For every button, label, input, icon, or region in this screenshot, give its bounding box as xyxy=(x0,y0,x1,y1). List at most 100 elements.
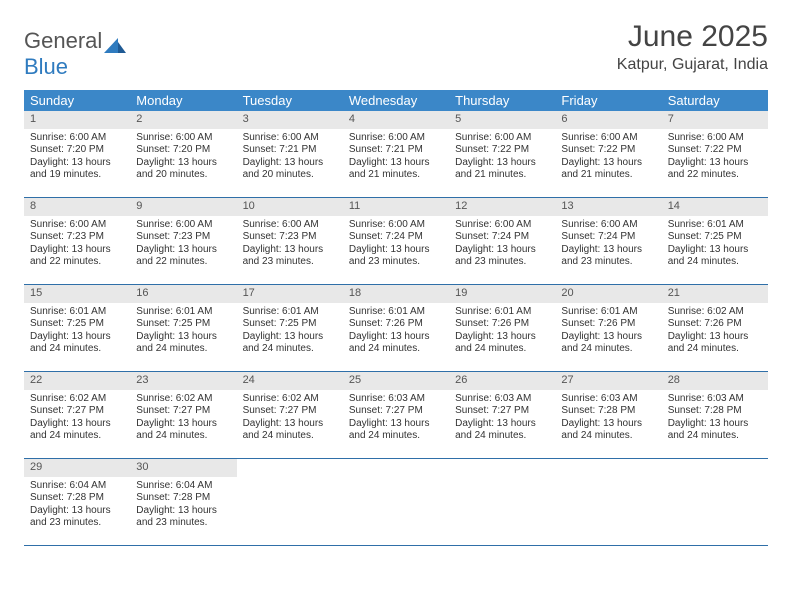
sunrise-line: Sunrise: 6:00 AM xyxy=(136,132,230,145)
day-body: Sunrise: 6:02 AMSunset: 7:26 PMDaylight:… xyxy=(662,303,768,362)
daylight-line: Daylight: 13 hours and 21 minutes. xyxy=(455,157,549,182)
sunset-line: Sunset: 7:24 PM xyxy=(349,231,443,244)
day-number: 29 xyxy=(24,459,130,477)
sunrise-line: Sunrise: 6:01 AM xyxy=(136,306,230,319)
daylight-line: Daylight: 13 hours and 24 minutes. xyxy=(455,418,549,443)
day-cell: 25Sunrise: 6:03 AMSunset: 7:27 PMDayligh… xyxy=(343,372,449,458)
day-number: 24 xyxy=(237,372,343,390)
day-number: 30 xyxy=(130,459,236,477)
daylight-line: Daylight: 13 hours and 21 minutes. xyxy=(349,157,443,182)
day-cell: 27Sunrise: 6:03 AMSunset: 7:28 PMDayligh… xyxy=(555,372,661,458)
daylight-line: Daylight: 13 hours and 24 minutes. xyxy=(136,331,230,356)
daylight-line: Daylight: 13 hours and 24 minutes. xyxy=(668,244,762,269)
day-number xyxy=(662,459,768,477)
daylight-line: Daylight: 13 hours and 20 minutes. xyxy=(136,157,230,182)
day-number: 20 xyxy=(555,285,661,303)
day-body: Sunrise: 6:01 AMSunset: 7:26 PMDaylight:… xyxy=(343,303,449,362)
sunset-line: Sunset: 7:28 PM xyxy=(30,492,124,505)
day-body: Sunrise: 6:02 AMSunset: 7:27 PMDaylight:… xyxy=(130,390,236,449)
sunset-line: Sunset: 7:23 PM xyxy=(136,231,230,244)
day-body: Sunrise: 6:01 AMSunset: 7:25 PMDaylight:… xyxy=(130,303,236,362)
sunrise-line: Sunrise: 6:01 AM xyxy=(668,219,762,232)
sunrise-line: Sunrise: 6:02 AM xyxy=(243,393,337,406)
sunset-line: Sunset: 7:25 PM xyxy=(136,318,230,331)
sunset-line: Sunset: 7:28 PM xyxy=(561,405,655,418)
day-body: Sunrise: 6:00 AMSunset: 7:21 PMDaylight:… xyxy=(343,129,449,188)
sunrise-line: Sunrise: 6:00 AM xyxy=(561,219,655,232)
sunset-line: Sunset: 7:23 PM xyxy=(30,231,124,244)
day-body: Sunrise: 6:01 AMSunset: 7:26 PMDaylight:… xyxy=(555,303,661,362)
day-number: 23 xyxy=(130,372,236,390)
sunrise-line: Sunrise: 6:03 AM xyxy=(561,393,655,406)
weekday-header: Saturday xyxy=(662,90,768,111)
sunrise-line: Sunrise: 6:01 AM xyxy=(30,306,124,319)
sunrise-line: Sunrise: 6:00 AM xyxy=(455,219,549,232)
sunrise-line: Sunrise: 6:01 AM xyxy=(561,306,655,319)
daylight-line: Daylight: 13 hours and 24 minutes. xyxy=(455,331,549,356)
sunrise-line: Sunrise: 6:03 AM xyxy=(349,393,443,406)
logo-word2: Blue xyxy=(24,54,68,79)
sunrise-line: Sunrise: 6:02 AM xyxy=(136,393,230,406)
day-cell: 6Sunrise: 6:00 AMSunset: 7:22 PMDaylight… xyxy=(555,111,661,197)
sunset-line: Sunset: 7:25 PM xyxy=(668,231,762,244)
daylight-line: Daylight: 13 hours and 24 minutes. xyxy=(349,331,443,356)
sunset-line: Sunset: 7:28 PM xyxy=(668,405,762,418)
daylight-line: Daylight: 13 hours and 24 minutes. xyxy=(561,331,655,356)
day-cell: 17Sunrise: 6:01 AMSunset: 7:25 PMDayligh… xyxy=(237,285,343,371)
day-body: Sunrise: 6:00 AMSunset: 7:22 PMDaylight:… xyxy=(555,129,661,188)
day-cell: 22Sunrise: 6:02 AMSunset: 7:27 PMDayligh… xyxy=(24,372,130,458)
day-cell: 20Sunrise: 6:01 AMSunset: 7:26 PMDayligh… xyxy=(555,285,661,371)
day-body: Sunrise: 6:03 AMSunset: 7:28 PMDaylight:… xyxy=(662,390,768,449)
sunrise-line: Sunrise: 6:04 AM xyxy=(136,480,230,493)
daylight-line: Daylight: 13 hours and 24 minutes. xyxy=(668,331,762,356)
daylight-line: Daylight: 13 hours and 23 minutes. xyxy=(455,244,549,269)
daylight-line: Daylight: 13 hours and 24 minutes. xyxy=(243,331,337,356)
day-cell xyxy=(237,459,343,545)
day-cell: 24Sunrise: 6:02 AMSunset: 7:27 PMDayligh… xyxy=(237,372,343,458)
day-number: 5 xyxy=(449,111,555,129)
day-cell: 5Sunrise: 6:00 AMSunset: 7:22 PMDaylight… xyxy=(449,111,555,197)
day-cell: 12Sunrise: 6:00 AMSunset: 7:24 PMDayligh… xyxy=(449,198,555,284)
day-cell: 14Sunrise: 6:01 AMSunset: 7:25 PMDayligh… xyxy=(662,198,768,284)
sunrise-line: Sunrise: 6:03 AM xyxy=(455,393,549,406)
day-cell: 8Sunrise: 6:00 AMSunset: 7:23 PMDaylight… xyxy=(24,198,130,284)
weekday-header: Sunday xyxy=(24,90,130,111)
sunset-line: Sunset: 7:25 PM xyxy=(30,318,124,331)
sunrise-line: Sunrise: 6:00 AM xyxy=(30,132,124,145)
day-cell: 2Sunrise: 6:00 AMSunset: 7:20 PMDaylight… xyxy=(130,111,236,197)
sunset-line: Sunset: 7:27 PM xyxy=(349,405,443,418)
location: Katpur, Gujarat, India xyxy=(617,56,768,74)
day-number: 22 xyxy=(24,372,130,390)
daylight-line: Daylight: 13 hours and 22 minutes. xyxy=(668,157,762,182)
day-cell: 19Sunrise: 6:01 AMSunset: 7:26 PMDayligh… xyxy=(449,285,555,371)
week-row: 1Sunrise: 6:00 AMSunset: 7:20 PMDaylight… xyxy=(24,111,768,198)
day-body: Sunrise: 6:01 AMSunset: 7:25 PMDaylight:… xyxy=(662,216,768,275)
daylight-line: Daylight: 13 hours and 24 minutes. xyxy=(668,418,762,443)
day-number: 7 xyxy=(662,111,768,129)
sunrise-line: Sunrise: 6:01 AM xyxy=(455,306,549,319)
daylight-line: Daylight: 13 hours and 23 minutes. xyxy=(136,505,230,530)
daylight-line: Daylight: 13 hours and 20 minutes. xyxy=(243,157,337,182)
sunset-line: Sunset: 7:26 PM xyxy=(668,318,762,331)
sunset-line: Sunset: 7:26 PM xyxy=(349,318,443,331)
day-cell: 29Sunrise: 6:04 AMSunset: 7:28 PMDayligh… xyxy=(24,459,130,545)
day-body: Sunrise: 6:00 AMSunset: 7:23 PMDaylight:… xyxy=(237,216,343,275)
daylight-line: Daylight: 13 hours and 21 minutes. xyxy=(561,157,655,182)
day-body: Sunrise: 6:00 AMSunset: 7:23 PMDaylight:… xyxy=(130,216,236,275)
header: GeneralBlue June 2025 Katpur, Gujarat, I… xyxy=(24,20,768,80)
day-cell xyxy=(555,459,661,545)
day-body: Sunrise: 6:04 AMSunset: 7:28 PMDaylight:… xyxy=(24,477,130,536)
day-cell xyxy=(343,459,449,545)
sunset-line: Sunset: 7:27 PM xyxy=(30,405,124,418)
daylight-line: Daylight: 13 hours and 24 minutes. xyxy=(30,331,124,356)
day-body: Sunrise: 6:02 AMSunset: 7:27 PMDaylight:… xyxy=(24,390,130,449)
day-body: Sunrise: 6:00 AMSunset: 7:22 PMDaylight:… xyxy=(449,129,555,188)
daylight-line: Daylight: 13 hours and 23 minutes. xyxy=(561,244,655,269)
daylight-line: Daylight: 13 hours and 24 minutes. xyxy=(136,418,230,443)
sunset-line: Sunset: 7:22 PM xyxy=(668,144,762,157)
sunset-line: Sunset: 7:20 PM xyxy=(136,144,230,157)
day-cell: 23Sunrise: 6:02 AMSunset: 7:27 PMDayligh… xyxy=(130,372,236,458)
sunset-line: Sunset: 7:24 PM xyxy=(455,231,549,244)
day-number: 3 xyxy=(237,111,343,129)
sunset-line: Sunset: 7:25 PM xyxy=(243,318,337,331)
